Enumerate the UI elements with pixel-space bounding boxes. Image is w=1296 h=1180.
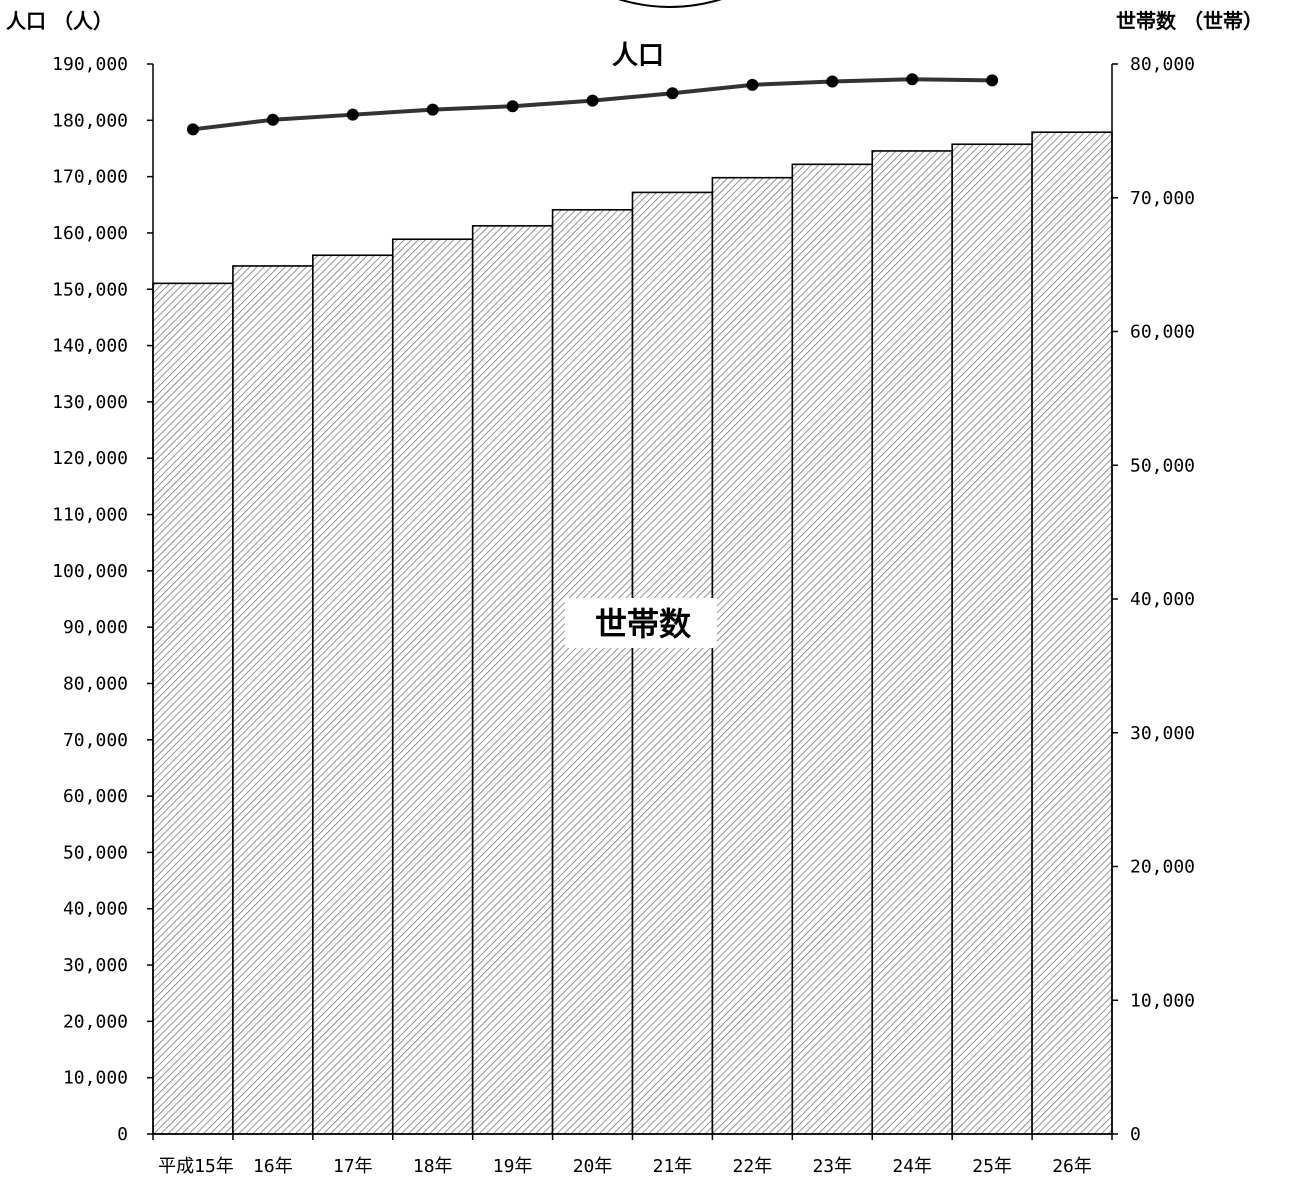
population-line bbox=[186, 73, 999, 136]
household-bar-24 bbox=[871, 150, 953, 1135]
left-tick-label: 190,000 bbox=[52, 54, 128, 75]
right-tick-label: 80,000 bbox=[1130, 54, 1195, 75]
left-tick-label: 0 bbox=[117, 1124, 128, 1145]
x-tick-label-25: 25年 bbox=[972, 1156, 1012, 1177]
x-axis-ticks: 平成15年 16年 17年 18年 19年 20年 21年 22年 23年 24年 25年 26年 bbox=[152, 1134, 1113, 1177]
x-tick-label-20: 20年 bbox=[573, 1156, 613, 1177]
right-tick-label: 10,000 bbox=[1130, 990, 1195, 1011]
x-tick-label-23: 23年 bbox=[812, 1156, 852, 1177]
right-tick-label: 60,000 bbox=[1130, 322, 1195, 343]
left-tick-label: 120,000 bbox=[52, 448, 128, 469]
population-point-18 bbox=[426, 103, 439, 116]
household-bar-18 bbox=[391, 238, 474, 1135]
household-bar-19 bbox=[471, 225, 554, 1135]
left-tick-label: 70,000 bbox=[63, 730, 128, 751]
left-tick-label: 80,000 bbox=[63, 673, 128, 694]
right-tick-label: 30,000 bbox=[1130, 723, 1195, 744]
x-tick-label-26: 26年 bbox=[1052, 1156, 1092, 1177]
population-point-24 bbox=[906, 73, 919, 86]
household-bar-23 bbox=[791, 163, 874, 1135]
left-tick-label: 110,000 bbox=[52, 505, 128, 526]
left-tick-label: 100,000 bbox=[52, 561, 128, 582]
x-tick-label-16: 16年 bbox=[253, 1156, 293, 1177]
household-bar-20 bbox=[551, 208, 634, 1135]
left-tick-label: 60,000 bbox=[63, 786, 128, 807]
population-point-19 bbox=[506, 100, 519, 113]
x-tick-label-19: 19年 bbox=[493, 1156, 533, 1177]
left-tick-label: 150,000 bbox=[52, 279, 128, 300]
left-axis-title: 人口 （人） bbox=[6, 9, 113, 33]
population-point-15 bbox=[186, 123, 199, 136]
right-tick-label: 40,000 bbox=[1130, 589, 1195, 610]
household-bar-26 bbox=[1031, 131, 1113, 1135]
population-point-23 bbox=[826, 75, 839, 88]
x-tick-label-22: 22年 bbox=[733, 1156, 773, 1177]
population-point-17 bbox=[346, 108, 359, 121]
household-bars bbox=[152, 131, 1113, 1135]
right-tick-label: 70,000 bbox=[1130, 188, 1195, 209]
population-point-20 bbox=[586, 94, 599, 107]
household-bar-15 bbox=[152, 282, 234, 1135]
left-tick-label: 180,000 bbox=[52, 110, 128, 131]
left-tick-label: 90,000 bbox=[63, 617, 128, 638]
left-tick-label: 40,000 bbox=[63, 899, 128, 920]
population-series-label: 人口 bbox=[612, 41, 664, 71]
household-bar-16 bbox=[232, 265, 314, 1135]
x-tick-label-24: 24年 bbox=[892, 1156, 932, 1177]
left-tick-label: 30,000 bbox=[63, 955, 128, 976]
household-bar-17 bbox=[312, 254, 394, 1135]
left-tick-label: 130,000 bbox=[52, 392, 128, 413]
left-tick-label: 10,000 bbox=[63, 1068, 128, 1089]
right-axis-title: 世帯数 （世帯） bbox=[1116, 9, 1263, 33]
left-tick-label: 20,000 bbox=[63, 1011, 128, 1032]
x-tick-label-15: 平成15年 bbox=[158, 1156, 234, 1177]
x-tick-label-17: 17年 bbox=[333, 1156, 373, 1177]
right-axis-ticks: 0 10,000 20,000 30,000 40,000 50,000 60,000 70,… bbox=[1112, 54, 1195, 1145]
population-point-16 bbox=[266, 113, 279, 126]
left-tick-label: 140,000 bbox=[52, 336, 128, 357]
x-tick-label-21: 21年 bbox=[653, 1156, 693, 1177]
right-tick-label: 20,000 bbox=[1130, 857, 1195, 878]
population-point-25 bbox=[986, 74, 999, 87]
x-tick-label-18: 18年 bbox=[413, 1156, 453, 1177]
household-series-label: 世帯数 bbox=[595, 605, 692, 643]
left-axis-ticks: 0 10,000 20,000 30,000 40,000 50,000 60,000 70,… bbox=[52, 54, 153, 1145]
left-tick-label: 170,000 bbox=[52, 167, 128, 188]
household-bar-21 bbox=[631, 191, 714, 1135]
right-tick-label: 50,000 bbox=[1130, 455, 1195, 476]
household-label-box bbox=[565, 598, 717, 648]
top-arc-decoration bbox=[618, 0, 722, 8]
household-bar-22 bbox=[711, 176, 794, 1135]
population-point-22 bbox=[746, 78, 759, 91]
left-tick-label: 160,000 bbox=[52, 223, 128, 244]
household-bar-25 bbox=[951, 143, 1033, 1135]
population-point-21 bbox=[666, 87, 679, 100]
right-tick-label: 0 bbox=[1130, 1124, 1141, 1145]
left-tick-label: 50,000 bbox=[63, 842, 128, 863]
